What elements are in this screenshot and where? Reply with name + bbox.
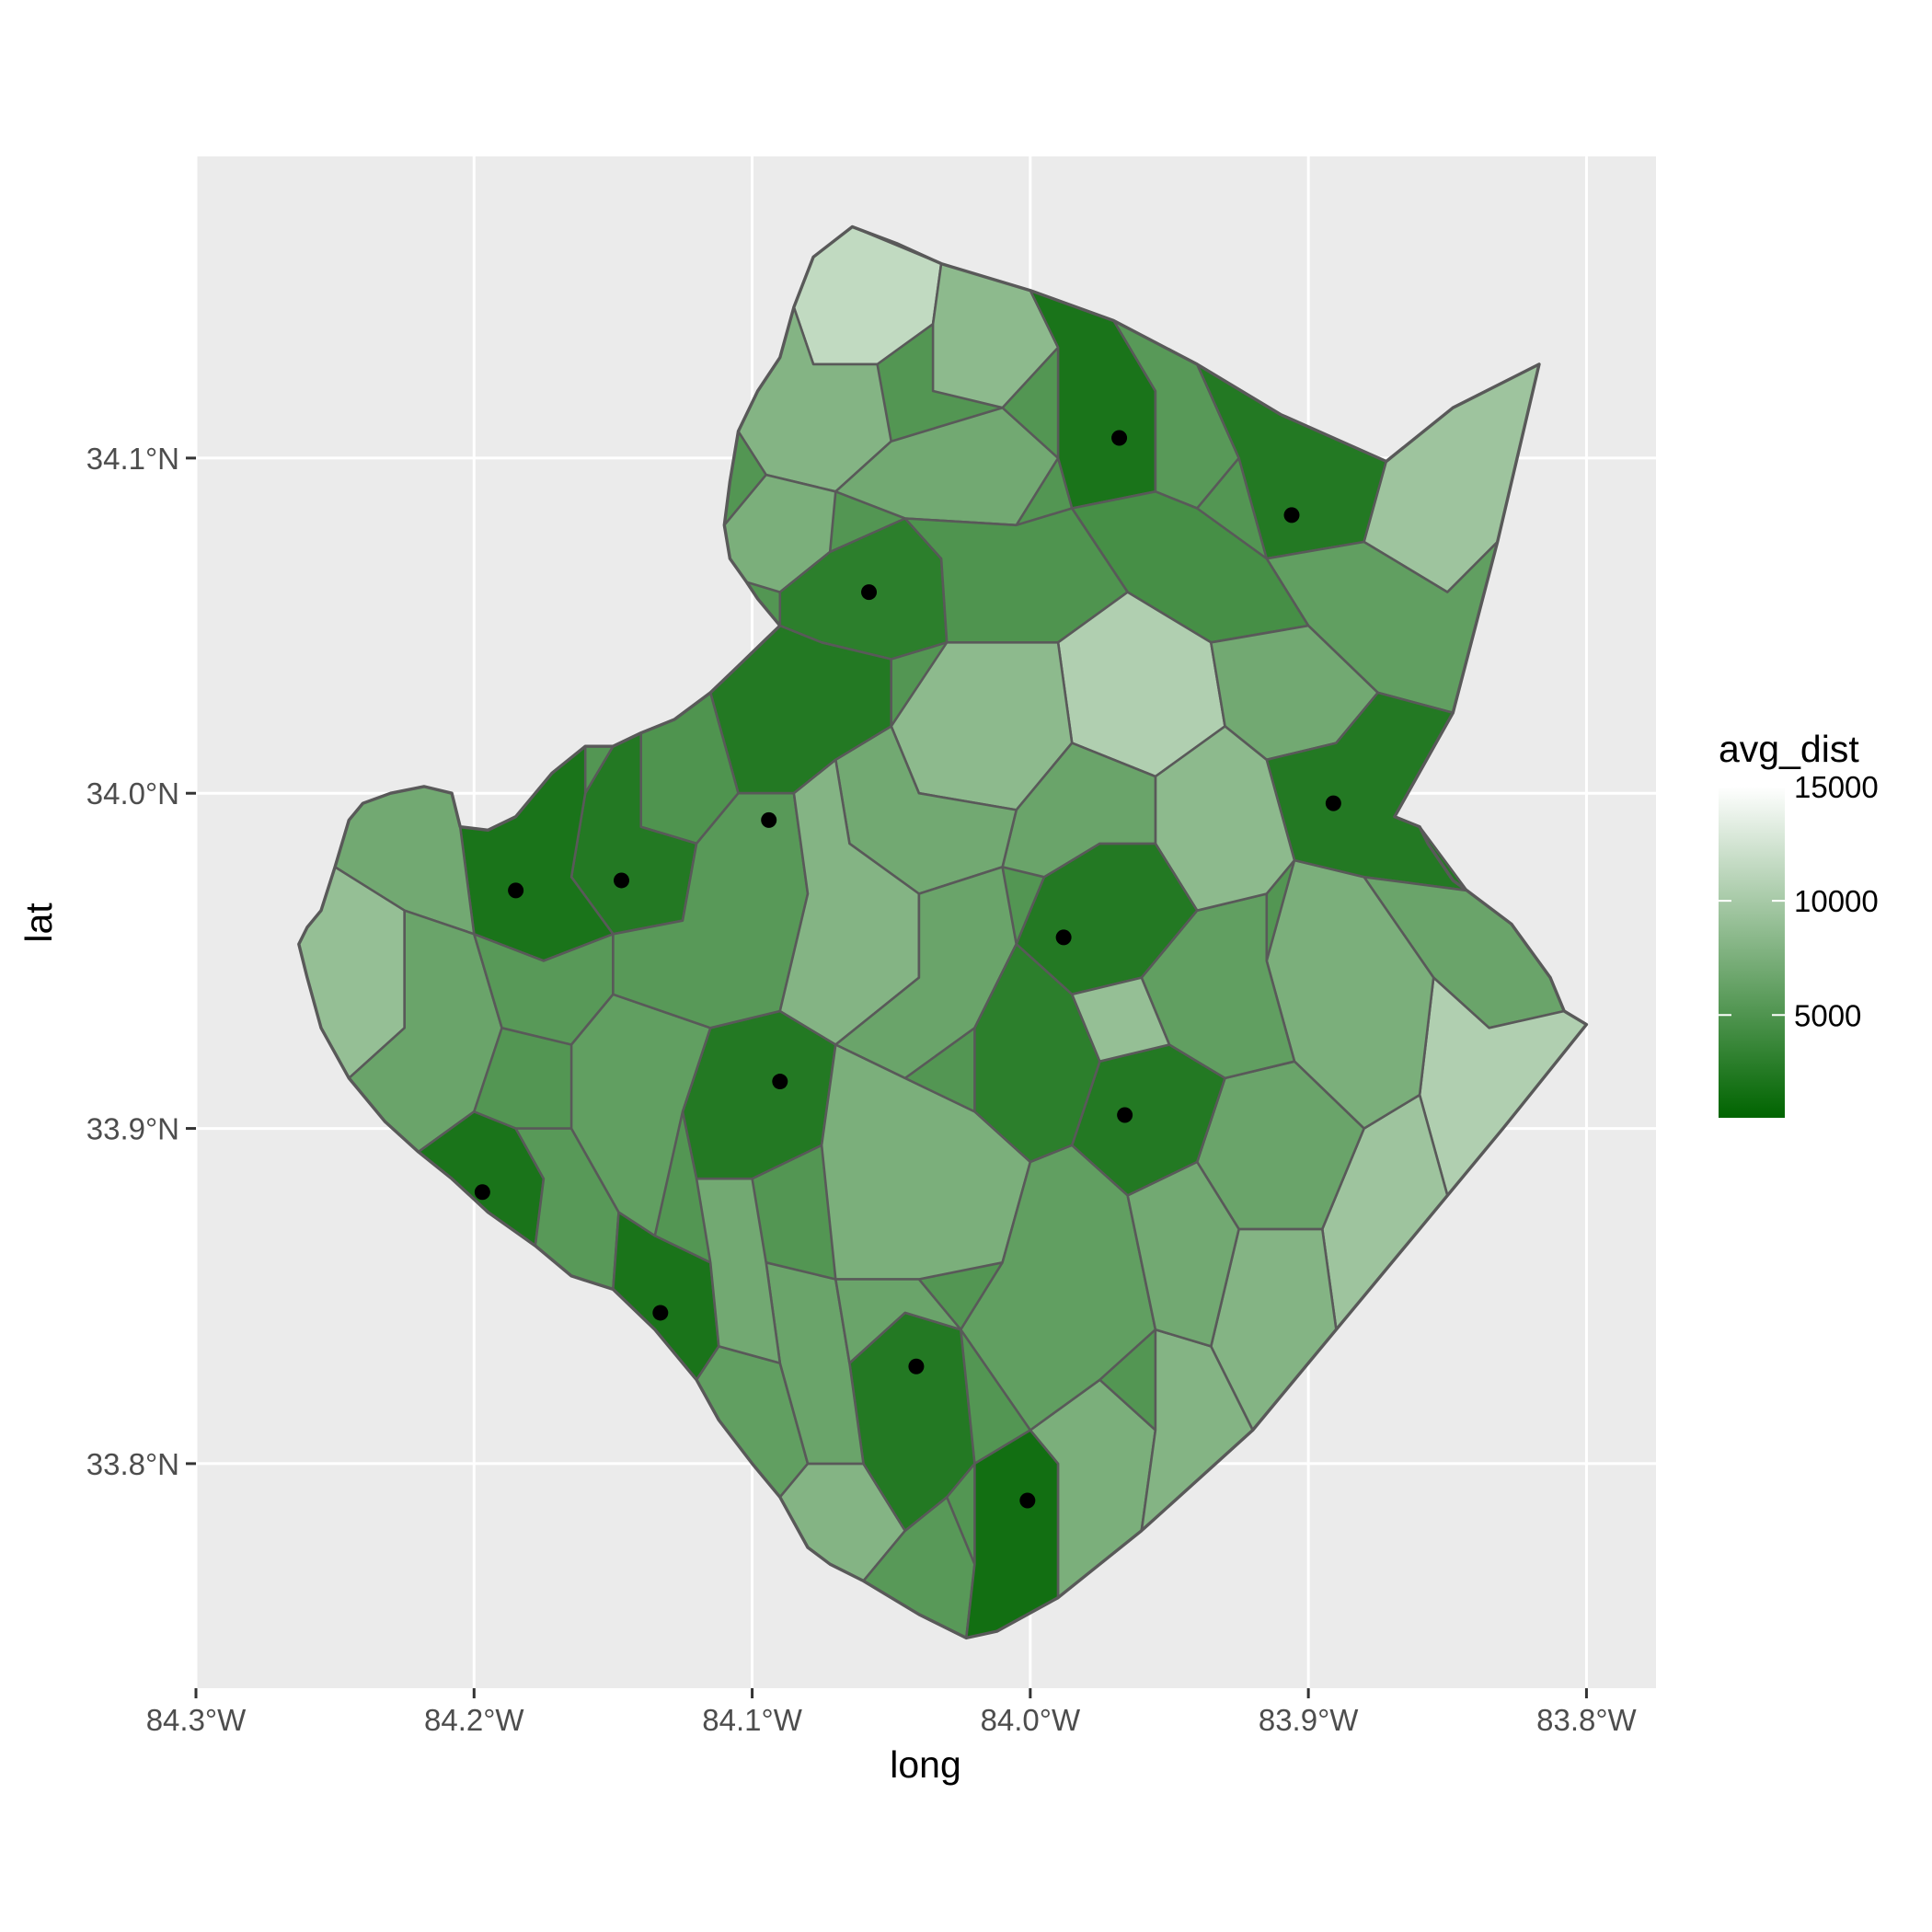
x-tick-label: 84.0°W (981, 1703, 1081, 1737)
legend: avg_dist 5000 10000 15000 (1719, 728, 1879, 1118)
legend-title: avg_dist (1719, 728, 1859, 770)
point-marker (613, 872, 629, 889)
x-tick-label: 84.2°W (424, 1703, 524, 1737)
legend-break-label: 5000 (1794, 998, 1861, 1032)
point-marker (861, 584, 878, 601)
point-marker (652, 1305, 669, 1321)
region (1001, 742, 1157, 879)
x-tick-label: 83.9°W (1259, 1703, 1359, 1737)
point-marker (508, 882, 524, 899)
y-axis-title: lat (17, 903, 60, 943)
y-tick-label: 34.0°N (86, 776, 179, 811)
point-marker (1283, 507, 1300, 523)
point-marker (1055, 929, 1072, 946)
point-marker (1019, 1492, 1036, 1509)
regions (297, 225, 1588, 1639)
point-marker (908, 1358, 925, 1374)
region (834, 1278, 962, 1364)
x-axis-title: long (890, 1743, 961, 1786)
legend-break-label: 10000 (1794, 884, 1879, 918)
legend-colorbar (1719, 787, 1785, 1118)
point-marker (1111, 430, 1128, 446)
region (1070, 976, 1171, 1063)
point-marker (474, 1184, 490, 1201)
point-marker (772, 1074, 788, 1090)
legend-breaks: 5000 10000 15000 (1719, 770, 1879, 1032)
x-tick-label: 83.8°W (1536, 1703, 1637, 1737)
point-marker (1325, 795, 1341, 811)
x-tick-label: 84.1°W (702, 1703, 802, 1737)
points (474, 430, 1341, 1509)
y-tick-label: 33.9°N (86, 1112, 179, 1146)
legend-break-label: 15000 (1794, 770, 1879, 804)
y-axis: 33.8°N 33.9°N 34.0°N 34.1°N (86, 442, 196, 1481)
point-marker (761, 811, 777, 828)
point-marker (1117, 1107, 1133, 1123)
x-tick-label: 84.3°W (146, 1703, 247, 1737)
county-outline (297, 224, 1589, 1640)
region (960, 1144, 1157, 1432)
x-axis: 84.3°W 84.2°W 84.1°W 84.0°W 83.9°W 83.8°W (146, 1688, 1638, 1737)
y-tick-label: 34.1°N (86, 442, 179, 476)
region (1126, 1160, 1240, 1348)
y-tick-label: 33.8°N (86, 1447, 179, 1481)
region (834, 866, 1018, 1080)
